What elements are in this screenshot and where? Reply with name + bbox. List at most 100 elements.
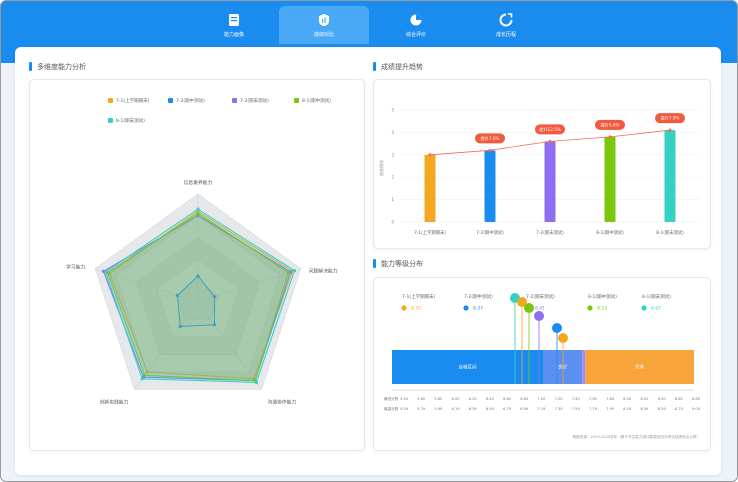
dist-segment [582, 350, 586, 384]
row1-cell: 8.00 [623, 397, 632, 401]
radar-point [196, 207, 200, 211]
row2-cell: 6.99 [520, 407, 529, 411]
score-marker-pin [517, 297, 527, 307]
row1-cell: 7.60 [589, 397, 598, 401]
radar-point [212, 295, 217, 299]
dist-legend-score: 8.67 [651, 306, 661, 312]
chart-shield-icon [319, 14, 329, 26]
tab-label: 能力画像 [223, 32, 244, 38]
radar-axis-label: 问题解决能力 [309, 268, 338, 275]
radar-point [196, 211, 200, 216]
row1-cell: 8.20 [640, 397, 649, 401]
radar-point [254, 380, 259, 384]
dist-section-title: 能力等级分布 [373, 259, 423, 268]
change-tag-label: 提升7.9% [660, 115, 679, 122]
row2-cell: 8.79 [675, 407, 684, 411]
row-label: 最高分数 [384, 406, 399, 411]
radar-series-area [176, 275, 216, 327]
x-tick-label: 7-2(期末测试) [536, 229, 564, 236]
row1-cell: 5.80 [434, 397, 443, 401]
radar-card: 7-1(上学期期末) 7-2(期中测试) 7-2(期末测试) 8-1(期中测试)… [29, 79, 365, 451]
legend-item[interactable]: 7-1(上学期期末) [108, 98, 149, 104]
x-tick-label: 7-1(上学期期末) [414, 229, 446, 236]
legend-swatch [294, 98, 299, 103]
radar-series-area [104, 208, 296, 383]
radar-point [212, 323, 217, 327]
radar-point [140, 377, 144, 381]
row1-cell: 8.40 [658, 397, 667, 401]
x-tick-label: 7-2(期中测试) [476, 229, 504, 236]
dist-legend-name: 7-2(期末测试) [526, 293, 555, 300]
dist-legend-dot [641, 305, 647, 311]
legend-item[interactable]: 7-2(期末测试) [232, 98, 269, 104]
y-tick-label: 3 [391, 152, 394, 157]
legend-swatch [108, 118, 113, 123]
legend-item[interactable]: 7-2(期中测试) [168, 98, 205, 104]
change-tag-label: 提升12.5% [539, 126, 561, 133]
y-axis-label: 综合得分 [378, 160, 384, 176]
bar [424, 154, 436, 222]
tab-growth[interactable]: 成长历程 [461, 6, 551, 44]
y-tick-label: 5 [391, 108, 394, 113]
row1-cell: 8.80 [692, 397, 701, 401]
pie-icon [410, 14, 422, 26]
row2-cell: 7.99 [606, 407, 615, 411]
trend-point [668, 128, 672, 132]
main-panel: 多维度能力分析 7-1(上学期期末) 7-2(期中测试) 7-2(期末测试) 8… [15, 47, 721, 475]
legend-item[interactable]: 8-1(期中测试) [294, 98, 331, 104]
tab-overall-eval[interactable]: 综合评价 [371, 6, 461, 44]
tab-score-compare[interactable]: 成绩对比 [279, 6, 369, 44]
dist-segment [585, 350, 694, 384]
score-marker-pin [558, 333, 568, 343]
bar [484, 150, 496, 222]
x-tick-label: 8-1(期中测试) [596, 229, 624, 236]
change-tag-label: 提升7.0% [480, 135, 499, 142]
tab-label: 成绩对比 [313, 32, 334, 38]
y-tick-label: 1 [391, 197, 394, 202]
row2-cell: 9.00 [692, 407, 701, 411]
row2-cell: 8.19 [623, 407, 632, 411]
dist-segment-label: 优秀 [635, 364, 644, 371]
y-tick-label: 2 [391, 175, 394, 180]
trend-point [488, 148, 492, 152]
row2-cell: 7.79 [589, 407, 598, 411]
change-tag-bg [535, 124, 565, 135]
dist-segment-label: 合格区间 [459, 364, 477, 371]
radar-point [143, 373, 147, 377]
dist-legend-name: 7-2(期中测试) [464, 293, 493, 300]
legend-swatch [168, 98, 173, 103]
radar-point [145, 370, 149, 374]
radar-axis-label: 创新实践能力 [100, 398, 129, 405]
dist-legend-name: 7-1(上学期期末) [402, 293, 436, 300]
row1-cell: 8.60 [675, 397, 684, 401]
radar-point [175, 293, 180, 297]
row2-cell: 8.39 [640, 407, 649, 411]
dist-legend-dot [401, 305, 407, 311]
change-tag-label: 提升5.6% [600, 121, 619, 128]
row2-cell: 7.39 [555, 407, 564, 411]
legend-item[interactable]: 8-1(期末测试) [108, 118, 145, 124]
growth-card: 0 1 2 3 4 5 综合得分 7-1(上学期期末) 7-2(期中测试) 7-2(期末测试) 8-… [373, 79, 711, 249]
trend-point [608, 135, 612, 139]
dist-legend-score: 8.53 [597, 306, 607, 312]
row2-cell: 5.79 [417, 407, 426, 411]
dist-footnote: 数据来源：2023-2024学年（基于学生能力测评数据及历次考试成绩综合计算） [573, 434, 700, 439]
radar-point [292, 269, 297, 273]
radar-axis-label: 学习能力 [66, 264, 85, 271]
radar-series-area [102, 215, 292, 382]
dist-legend-name: 8-1(期中测试) [588, 293, 617, 300]
row1-cell: 6.40 [486, 397, 495, 401]
radar-axis-line [197, 301, 262, 390]
dist-card: 7-1(上学期期末) 8.35 7-2(期中测试) 8.37 7-2(期末测试) 8.41… [373, 277, 711, 451]
tab-ability-profile[interactable]: 能力画像 [189, 6, 279, 44]
row2-cell: 8.59 [658, 407, 667, 411]
row2-cell: 6.79 [503, 407, 512, 411]
y-tick-label: 0 [391, 220, 394, 225]
bar [544, 141, 556, 222]
row1-cell: 5.60 [417, 397, 426, 401]
row-label: 最低分数 [384, 396, 399, 401]
radar-point [196, 274, 200, 278]
row1-cell: 5.40 [400, 397, 409, 401]
report-icon [229, 14, 239, 26]
